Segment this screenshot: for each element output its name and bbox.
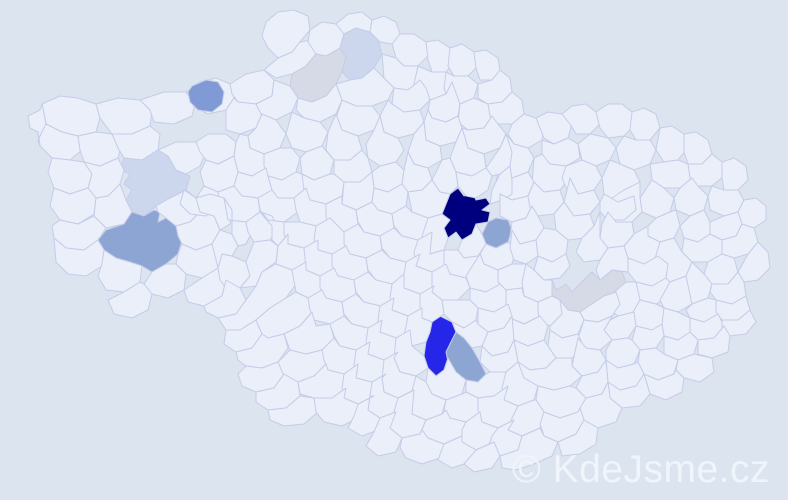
district[interactable] <box>643 369 685 401</box>
district[interactable] <box>295 83 343 123</box>
district[interactable] <box>365 115 405 167</box>
district[interactable] <box>737 241 771 283</box>
district[interactable] <box>629 107 661 141</box>
district[interactable] <box>211 229 239 269</box>
district[interactable] <box>537 295 563 327</box>
district[interactable] <box>107 281 153 319</box>
district[interactable] <box>535 111 573 145</box>
district[interactable] <box>557 419 599 457</box>
district[interactable] <box>261 9 311 59</box>
district[interactable] <box>447 43 479 77</box>
district[interactable] <box>721 157 749 191</box>
district[interactable] <box>595 245 629 281</box>
district[interactable] <box>463 441 501 473</box>
district[interactable] <box>509 229 539 265</box>
district[interactable] <box>139 91 197 125</box>
district[interactable] <box>157 141 207 175</box>
district[interactable] <box>451 319 489 349</box>
district[interactable] <box>365 411 403 457</box>
district[interactable] <box>485 133 513 177</box>
district[interactable] <box>697 325 731 359</box>
district[interactable] <box>235 333 289 369</box>
district[interactable] <box>27 103 47 147</box>
district[interactable] <box>455 167 493 199</box>
district-highlight-north-central[interactable] <box>187 79 225 113</box>
districts-layer <box>27 9 771 473</box>
